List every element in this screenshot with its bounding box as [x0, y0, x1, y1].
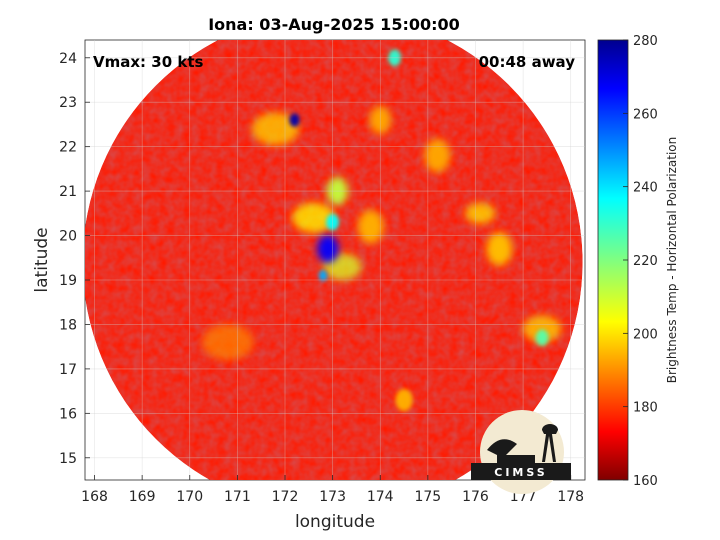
y-tick-label: 18: [59, 317, 77, 333]
colorbar-tick-label: 180: [633, 401, 658, 416]
x-tick-label: 178: [557, 489, 584, 505]
y-tick-label: 15: [59, 451, 77, 467]
x-axis: 168 169 170 171 172 173 174 175 176 177 178: [81, 475, 584, 505]
colorbar-tick-label: 220: [633, 254, 658, 269]
x-tick-label: 170: [176, 489, 203, 505]
brightness-feature: [289, 113, 300, 127]
logo-text: CIMSS: [494, 466, 547, 479]
chart-title: Iona: 03-Aug-2025 15:00:00: [208, 15, 460, 34]
brightness-feature: [202, 324, 254, 361]
y-tick-label: 20: [59, 229, 77, 245]
x-tick-label: 175: [414, 489, 441, 505]
y-tick-label: 23: [59, 95, 77, 111]
y-axis-label: latitude: [32, 227, 52, 292]
cimss-logo: CIMSS: [471, 410, 571, 494]
colorbar-tick-label: 160: [633, 474, 658, 489]
colorbar-label: Brightness Temp - Horizontal Polarizatio…: [665, 137, 679, 384]
brightness-feature: [251, 112, 300, 146]
x-tick-label: 173: [319, 489, 346, 505]
colorbar-tick-label: 260: [633, 107, 658, 122]
y-tick-label: 22: [59, 140, 77, 156]
y-tick-label: 17: [59, 362, 77, 378]
x-tick-label: 171: [224, 489, 251, 505]
brightness-feature: [424, 138, 451, 173]
x-tick-label: 174: [367, 489, 394, 505]
logo-watertower-icon: [542, 424, 558, 462]
brightness-feature: [395, 388, 413, 412]
colorbar-tick-label: 200: [633, 327, 658, 342]
brightness-feature: [357, 209, 384, 244]
colorbar-tick-label: 240: [633, 181, 658, 196]
colorbar-tick-label: 280: [633, 34, 658, 49]
brightness-feature: [465, 202, 496, 224]
brightness-feature: [522, 315, 562, 343]
swath-features: [202, 49, 562, 412]
x-tick-label: 176: [462, 489, 489, 505]
y-tick-label: 19: [59, 273, 77, 289]
brightness-feature: [317, 234, 339, 263]
time-away-annotation: 00:48 away: [479, 53, 576, 71]
y-tick-label: 21: [59, 184, 77, 200]
x-tick-label: 169: [129, 489, 156, 505]
brightness-feature: [486, 232, 513, 266]
x-tick-label: 168: [81, 489, 108, 505]
x-tick-label: 172: [272, 489, 299, 505]
brightness-feature: [318, 269, 328, 282]
grid-overlay: [85, 40, 585, 480]
y-axis: 15 16 17 18 19 20 21 22 23 24: [59, 51, 90, 467]
brightness-feature: [292, 202, 336, 233]
brightness-feature: [535, 329, 549, 347]
x-axis-label: longitude: [295, 512, 375, 532]
y-tick-label: 24: [59, 51, 77, 67]
logo-band: [471, 463, 571, 480]
logo-building-icon: [497, 455, 535, 463]
vmax-annotation: Vmax: 30 kts: [93, 53, 203, 71]
y-tick-label: 16: [59, 406, 77, 422]
colorbar-ticks: 160 180 200 220 240 260 280: [623, 34, 658, 489]
logo-dish-icon: [487, 439, 517, 458]
